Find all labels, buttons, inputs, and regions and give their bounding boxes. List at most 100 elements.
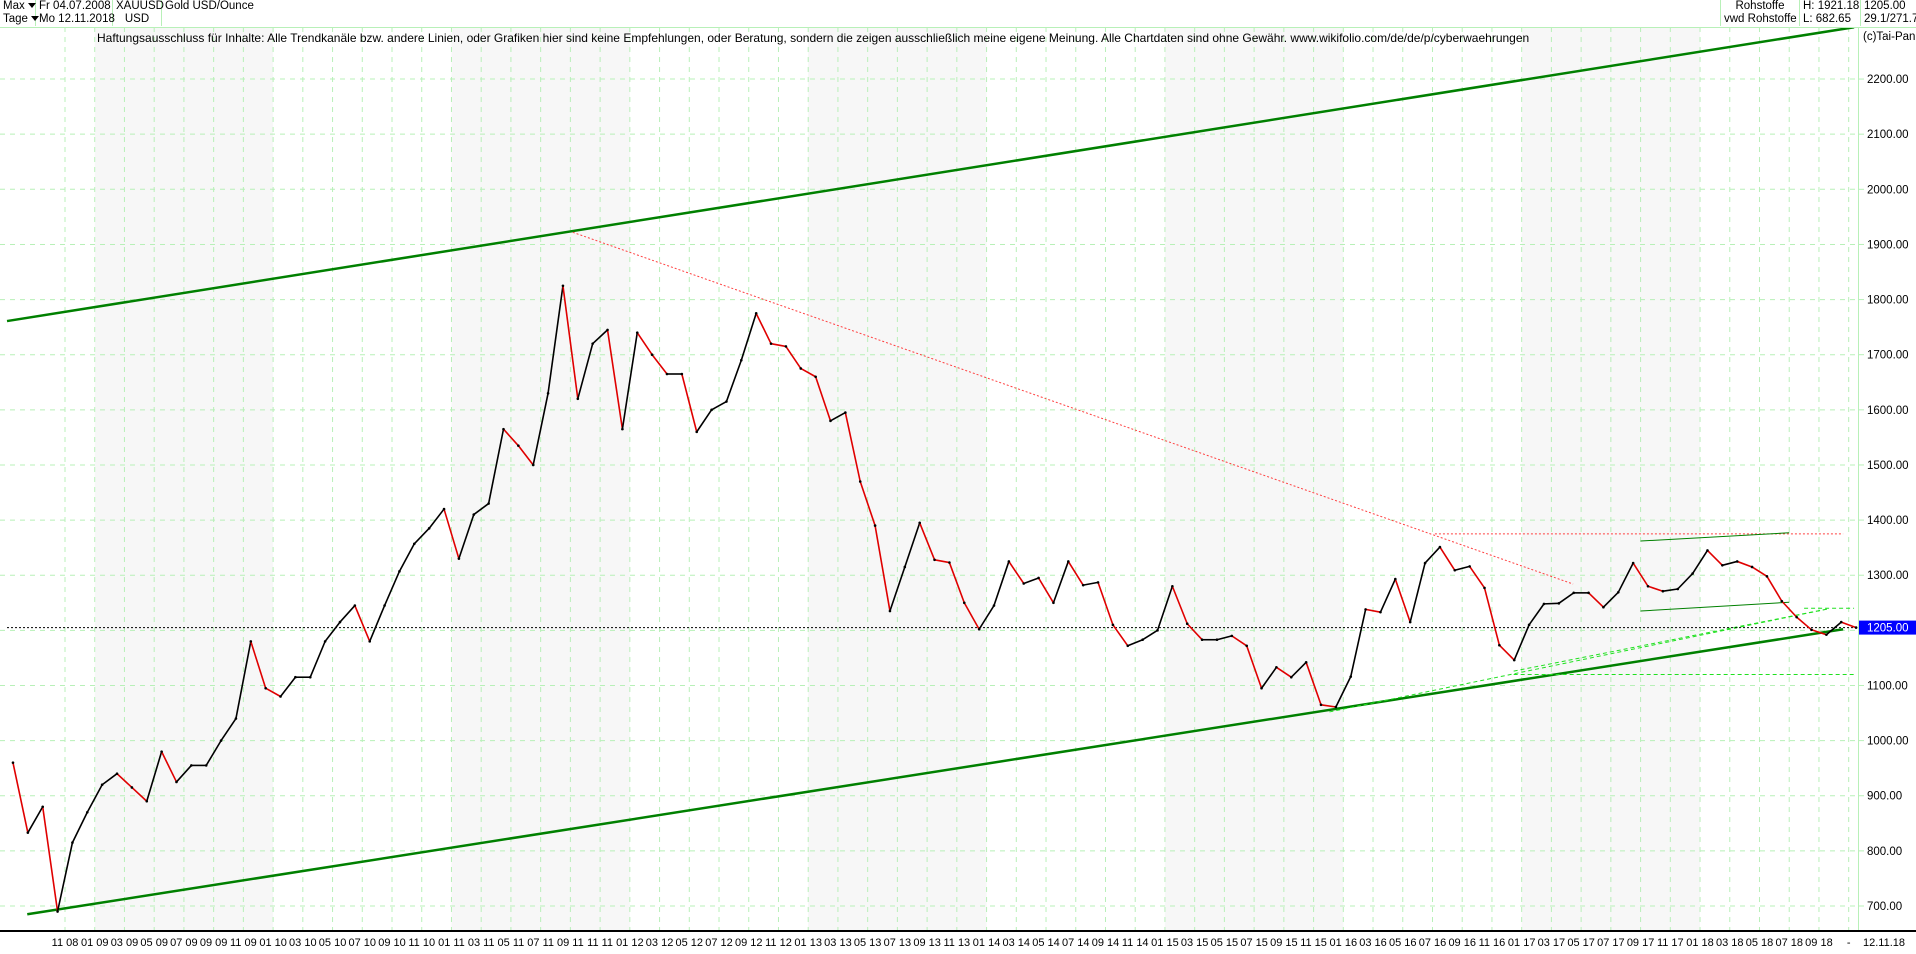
price-segment	[978, 605, 995, 630]
price-segment	[1691, 549, 1709, 574]
price-point	[1379, 610, 1382, 614]
price-segment	[1766, 575, 1783, 602]
price-point	[1542, 602, 1546, 606]
price-point	[457, 557, 461, 560]
price-segment	[1781, 600, 1798, 618]
category: Rohstoffe	[1720, 0, 1800, 13]
price-point	[1438, 545, 1442, 549]
price-segment	[755, 313, 772, 345]
price-segment	[904, 522, 921, 568]
price-segment	[621, 332, 639, 430]
price-point	[1453, 568, 1457, 572]
price-point	[1735, 560, 1739, 563]
price-segment	[963, 602, 980, 630]
interval-dropdown[interactable]: Tage	[0, 13, 39, 26]
copyright: (c)Tai-Pan	[1863, 31, 1916, 43]
price-segment	[844, 412, 862, 482]
price-point	[130, 786, 134, 789]
price-segment	[1290, 661, 1307, 678]
price-segment	[948, 562, 966, 604]
price-point	[1795, 615, 1798, 619]
price-segment	[1409, 562, 1426, 623]
price-segment	[1186, 623, 1203, 641]
price-segment	[547, 285, 564, 394]
price-point	[1839, 620, 1843, 624]
price-point	[1706, 549, 1709, 552]
price-point	[11, 761, 15, 764]
price-segment	[577, 343, 594, 400]
price-segment	[711, 400, 727, 411]
price-point	[888, 609, 892, 613]
time-axis	[0, 930, 1916, 954]
price-segment	[279, 676, 297, 697]
price-point	[576, 397, 580, 401]
price-point	[160, 750, 163, 753]
source: vwd Rohstoffe	[1720, 13, 1800, 26]
price-point	[85, 810, 89, 814]
price-segment	[592, 329, 609, 345]
price-point	[1602, 605, 1605, 609]
ratio-value: 29.1/271.7	[1864, 13, 1916, 25]
price-segment	[1245, 645, 1263, 689]
price-point	[665, 372, 669, 376]
price-point	[962, 601, 966, 605]
price-segment	[383, 571, 401, 606]
price-point	[948, 561, 951, 564]
price-segment	[1498, 644, 1515, 661]
currency: USD	[113, 13, 162, 26]
price-point	[517, 444, 520, 447]
price-point	[442, 507, 446, 511]
price-segment	[1543, 602, 1559, 605]
price-point	[115, 772, 119, 775]
price-point	[858, 480, 862, 483]
price-segment	[1008, 560, 1025, 584]
price-point	[1364, 608, 1367, 611]
price-point	[606, 328, 609, 332]
price-point	[1721, 563, 1724, 567]
price-point	[725, 400, 728, 403]
end-date: Mo 12.11.2018	[36, 13, 115, 26]
trendline-downtrend	[572, 231, 1574, 585]
price-segment	[1216, 635, 1233, 641]
price-point	[799, 367, 803, 370]
price-segment	[1677, 573, 1694, 590]
price-point	[1691, 572, 1694, 575]
price-point	[502, 427, 505, 431]
price-segment	[1468, 565, 1486, 589]
price-segment	[101, 773, 118, 786]
price-point	[933, 558, 936, 562]
price-segment	[859, 481, 876, 526]
price-segment	[651, 354, 668, 375]
price-point	[695, 430, 699, 434]
period-dropdown[interactable]: Max	[0, 0, 36, 13]
price-segment	[517, 445, 534, 466]
price-segment	[696, 409, 713, 433]
price-segment	[1454, 565, 1470, 572]
price-point	[1215, 638, 1219, 642]
price-point	[1081, 583, 1085, 587]
price-segment	[56, 842, 74, 912]
price-segment	[1142, 629, 1158, 641]
price-point	[829, 419, 832, 423]
price-segment	[1811, 629, 1827, 636]
price-segment	[86, 784, 103, 813]
trendline-channel-lower	[27, 628, 1844, 916]
instrument-name: Gold USD/Ounce	[165, 0, 254, 12]
price-point	[1289, 675, 1293, 679]
price-segment	[324, 621, 341, 642]
price-segment	[1037, 577, 1055, 604]
price-point	[1498, 643, 1501, 647]
price-point	[754, 312, 758, 315]
price-segment	[1275, 666, 1292, 678]
price-segment	[235, 641, 252, 719]
price-segment	[1439, 546, 1456, 571]
price-segment	[725, 359, 743, 402]
price-segment	[993, 561, 1010, 606]
low-value: L: 682.65	[1800, 13, 1861, 26]
price-point	[784, 345, 788, 348]
price-segment	[309, 641, 326, 678]
price-segment	[250, 641, 267, 689]
price-segment	[1632, 562, 1649, 587]
price-segment	[1751, 566, 1768, 577]
price-point	[249, 640, 253, 643]
